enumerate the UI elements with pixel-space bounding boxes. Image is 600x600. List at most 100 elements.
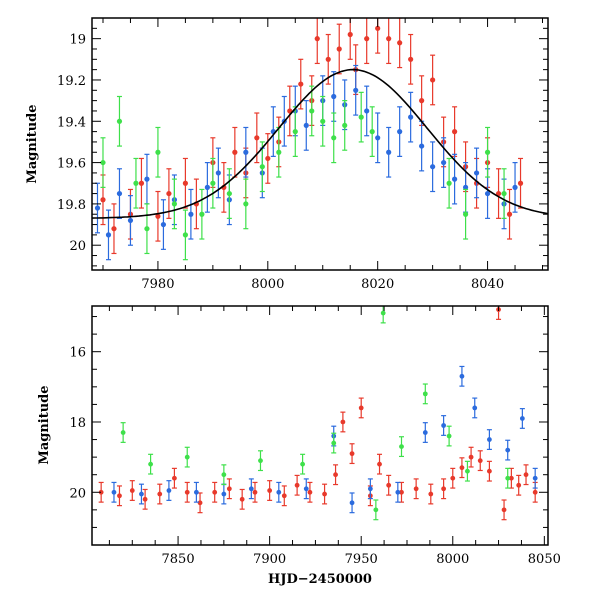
- top-data-layer: [94, 18, 524, 261]
- bottom-data-point: [428, 491, 434, 497]
- top-data-point: [462, 211, 469, 217]
- top-data-point: [94, 205, 101, 211]
- top-data-point: [265, 155, 271, 162]
- top-data-point: [210, 180, 216, 186]
- top-data-point: [375, 135, 381, 141]
- bottom-data-point: [519, 416, 525, 421]
- bottom-data-point: [239, 496, 245, 502]
- top-data-point: [232, 149, 238, 155]
- top-data-point: [336, 46, 342, 52]
- bottom-y-tick-label: 20: [69, 486, 86, 501]
- bottom-data-point: [377, 461, 382, 467]
- top-data-point: [243, 201, 249, 207]
- top-data-point: [419, 143, 425, 149]
- top-data-point: [484, 149, 491, 155]
- top-data-point: [517, 180, 524, 186]
- bottom-x-tick-label: 8050: [528, 552, 561, 567]
- bottom-data-point: [399, 444, 404, 449]
- top-data-point: [105, 232, 112, 238]
- top-data-point: [386, 36, 392, 42]
- bottom-data-point: [322, 491, 327, 497]
- bottom-data-point: [501, 507, 507, 513]
- bottom-data-point: [532, 475, 538, 481]
- bottom-data-point: [331, 440, 337, 446]
- top-data-point: [243, 149, 249, 155]
- bottom-data-point: [446, 433, 452, 439]
- bottom-data-point: [184, 489, 190, 495]
- bottom-data-point: [413, 486, 419, 492]
- bottom-data-point: [468, 454, 474, 460]
- bottom-data-point: [477, 458, 483, 464]
- top-data-point: [100, 197, 106, 203]
- top-x-tick-label: 8040: [471, 277, 504, 292]
- bottom-x-axis-label: HJD−2450000: [268, 572, 372, 587]
- bottom-data-point: [349, 451, 355, 457]
- top-data-point: [331, 135, 337, 141]
- bottom-data-point: [340, 419, 346, 425]
- bottom-data-point: [252, 489, 258, 495]
- top-data-point: [441, 159, 447, 166]
- bottom-data-point: [98, 489, 104, 495]
- bottom-x-tick-label: 7850: [162, 552, 195, 567]
- bottom-panel: 7850 7900 7950 8000 8050 16 18 20 Magnitude HJD…: [37, 305, 561, 587]
- bottom-data-point: [281, 493, 287, 499]
- bottom-x-tick-label: 7900: [253, 552, 286, 567]
- bottom-data-point: [508, 475, 514, 481]
- bottom-data-point: [248, 486, 254, 492]
- bottom-data-point: [184, 454, 190, 460]
- top-data-point: [292, 129, 298, 135]
- top-data-point: [155, 213, 161, 219]
- top-data-point: [408, 114, 414, 120]
- top-data-point: [408, 56, 414, 62]
- bottom-data-point: [111, 489, 117, 495]
- top-data-point: [375, 25, 381, 31]
- top-data-point: [133, 180, 139, 186]
- top-data-point: [155, 149, 161, 155]
- bottom-data-point: [523, 472, 529, 478]
- top-data-point: [100, 159, 106, 166]
- bottom-data-point: [422, 430, 428, 435]
- top-data-point: [325, 56, 331, 62]
- top-data-point: [364, 36, 370, 42]
- bottom-data-point: [267, 488, 273, 493]
- bottom-y-axis-label: Magnitude: [37, 385, 52, 464]
- top-data-point: [452, 176, 458, 182]
- top-data-point: [204, 184, 210, 190]
- bottom-data-point: [117, 493, 122, 499]
- top-data-point: [506, 211, 513, 217]
- bottom-data-point: [472, 405, 478, 411]
- bottom-data-point: [120, 430, 126, 435]
- top-data-point: [484, 190, 491, 197]
- bottom-data-point: [459, 465, 465, 471]
- bottom-data-point: [399, 489, 404, 495]
- top-x-tick-label: 8000: [251, 277, 284, 292]
- top-data-point: [116, 190, 123, 197]
- bottom-data-point: [294, 482, 300, 488]
- top-data-point: [254, 135, 260, 141]
- bottom-data-point: [221, 472, 227, 478]
- bottom-y-tick-label: 18: [69, 416, 86, 431]
- bottom-data-point: [303, 486, 309, 492]
- bottom-data-point: [395, 489, 401, 495]
- bottom-data-point: [358, 405, 364, 411]
- bottom-data-point: [532, 489, 538, 495]
- top-data-point: [182, 232, 188, 238]
- bottom-data-point: [221, 491, 227, 497]
- top-y-tick-label: 19.8: [57, 198, 86, 213]
- bottom-data-point: [459, 373, 465, 379]
- top-data-point: [512, 184, 518, 190]
- bottom-ticks: 7850 7900 7950 8000 8050 16 18 20: [69, 306, 561, 567]
- bottom-data-point: [333, 472, 338, 478]
- top-data-point: [303, 122, 309, 129]
- top-y-tick-label: 19.4: [57, 115, 86, 130]
- top-data-point: [364, 108, 370, 114]
- bottom-data-point: [373, 507, 379, 513]
- top-data-point: [386, 149, 392, 155]
- top-data-point: [160, 221, 167, 228]
- bottom-data-point: [166, 488, 172, 493]
- top-data-point: [331, 93, 337, 100]
- bottom-data-point: [300, 461, 306, 467]
- top-y-axis-label: Magnitude: [25, 104, 40, 183]
- top-x-tick-label: 8020: [361, 277, 394, 292]
- top-y-tick-label: 19.6: [57, 157, 86, 172]
